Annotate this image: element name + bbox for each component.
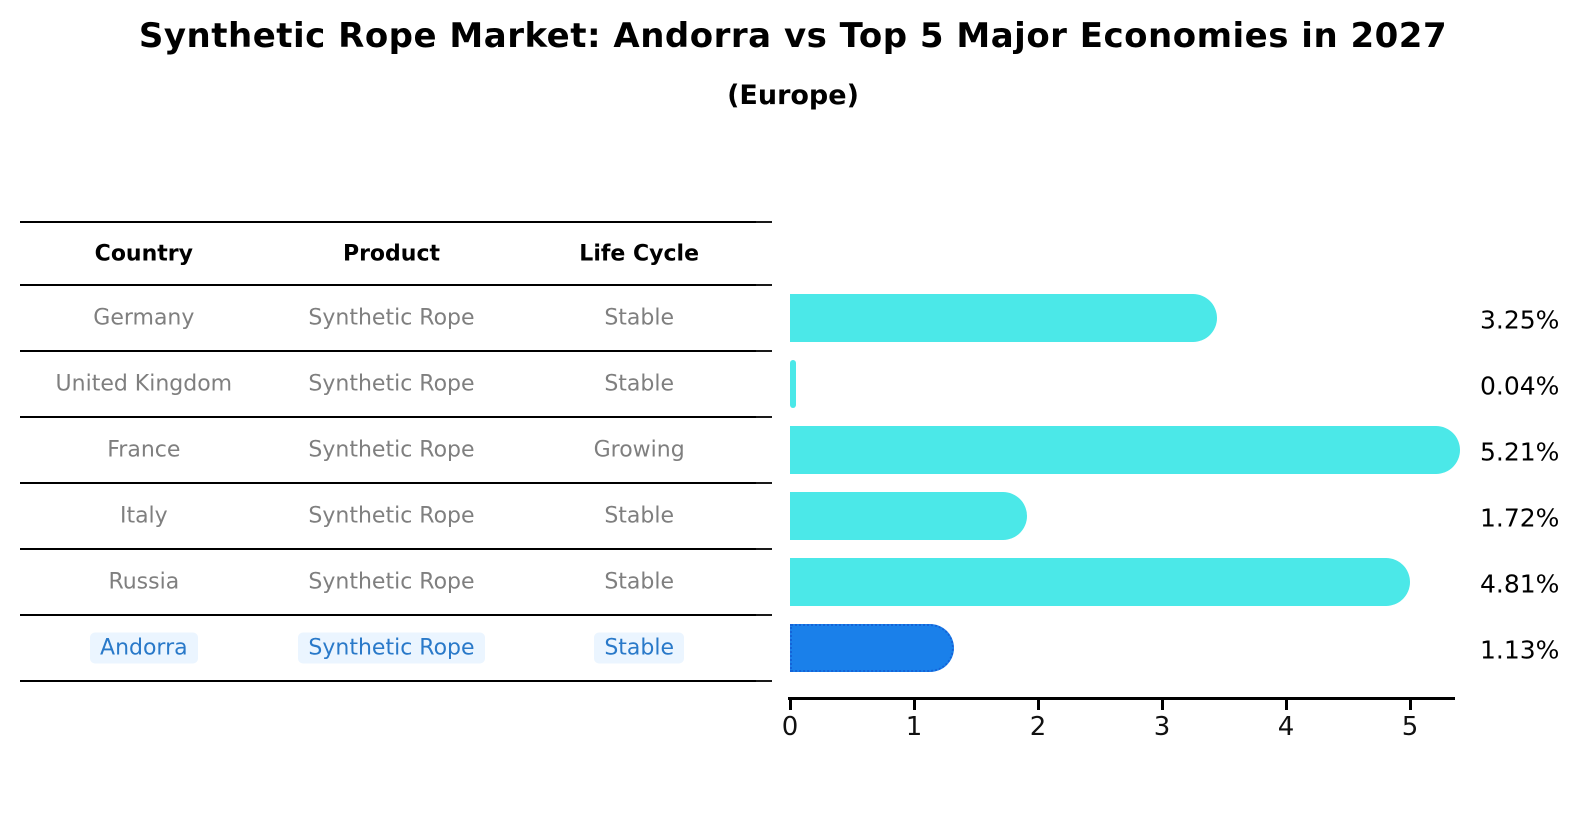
table-cell-life-cycle: Growing xyxy=(515,435,763,466)
table-grid-line xyxy=(20,614,763,616)
table-grid-line xyxy=(20,680,763,682)
bar-andorra xyxy=(790,624,955,672)
table-cell-text: Synthetic Rope xyxy=(308,371,475,397)
table-cell-life-cycle: Stable xyxy=(515,501,763,532)
value-label: 5.21% xyxy=(1480,437,1560,467)
x-axis-tick-label: 5 xyxy=(1401,712,1419,742)
table-cell-text: Synthetic Rope xyxy=(308,305,475,331)
table-grid-line xyxy=(20,350,763,352)
table-cell-text: Stable xyxy=(604,371,674,397)
x-axis-tick xyxy=(789,700,792,710)
table-cell-text: Synthetic Rope xyxy=(298,632,485,664)
y-axis-tick xyxy=(756,680,772,682)
chart-title: Synthetic Rope Market: Andorra vs Top 5 … xyxy=(138,16,1448,56)
value-label: 0.04% xyxy=(1480,371,1560,401)
table-cell-text: France xyxy=(107,437,181,463)
table-grid-line xyxy=(20,416,763,418)
table-cell-country: Germany xyxy=(20,303,268,334)
y-axis-tick xyxy=(756,614,772,616)
value-label: 1.72% xyxy=(1480,503,1560,533)
table-cell-life-cycle: Stable xyxy=(515,567,763,598)
table-cell-country: France xyxy=(20,435,268,466)
table-cell-product: Synthetic Rope xyxy=(268,567,516,598)
table-cell-text: Andorra xyxy=(90,632,198,664)
table-grid-line xyxy=(20,482,763,484)
table-cell-product: Synthetic Rope xyxy=(268,435,516,466)
table-cell-product: Synthetic Rope xyxy=(268,632,516,664)
table-cell-life-cycle: Stable xyxy=(515,632,763,664)
table-cell-country: United Kingdom xyxy=(20,369,268,400)
y-axis-tick xyxy=(756,416,772,418)
x-axis-tick xyxy=(1285,700,1288,710)
table-cell-text: Synthetic Rope xyxy=(308,569,475,595)
x-axis-line xyxy=(788,697,1455,700)
table-cell-text: Stable xyxy=(604,569,674,595)
table-cell-country: Italy xyxy=(20,501,268,532)
y-axis-tick xyxy=(756,350,772,352)
table-grid-line xyxy=(20,221,763,223)
column-header-product: Product xyxy=(342,241,441,266)
table-cell-product: Synthetic Rope xyxy=(268,369,516,400)
chart-subtitle: (Europe) xyxy=(727,80,859,111)
table-grid-line xyxy=(20,284,763,286)
column-header-country: Country xyxy=(94,241,193,266)
table-cell-country: Andorra xyxy=(20,632,268,664)
table-cell-text: Germany xyxy=(93,305,195,331)
table-cell-text: Italy xyxy=(119,503,168,529)
y-axis-tick xyxy=(756,548,772,550)
x-axis-tick-label: 3 xyxy=(1153,712,1171,742)
bar-united-kingdom xyxy=(790,360,796,408)
column-header-life-cycle: Life Cycle xyxy=(579,241,699,266)
table-cell-text: Growing xyxy=(593,437,685,463)
value-label: 3.25% xyxy=(1480,305,1560,335)
x-axis-tick xyxy=(1161,700,1164,710)
table-cell-life-cycle: Stable xyxy=(515,303,763,334)
table-cell-text: Synthetic Rope xyxy=(308,437,475,463)
value-label: 4.81% xyxy=(1480,569,1560,599)
y-axis-tick xyxy=(756,284,772,286)
x-axis-tick-label: 4 xyxy=(1277,712,1295,742)
table-cell-text: Stable xyxy=(604,305,674,331)
bar-italy xyxy=(790,492,1028,540)
x-axis-tick xyxy=(913,700,916,710)
x-axis-tick-label: 0 xyxy=(781,712,799,742)
table-cell-text: United Kingdom xyxy=(55,371,233,397)
bar-russia xyxy=(790,558,1411,606)
x-axis-tick-label: 2 xyxy=(1029,712,1047,742)
value-label: 1.13% xyxy=(1480,635,1560,665)
table-grid-line xyxy=(20,548,763,550)
x-axis-tick-label: 1 xyxy=(905,712,923,742)
table-cell-text: Synthetic Rope xyxy=(308,503,475,529)
table-cell-text: Russia xyxy=(108,569,180,595)
table-cell-text: Stable xyxy=(604,503,674,529)
y-axis-tick xyxy=(756,221,772,223)
table-cell-country: Russia xyxy=(20,567,268,598)
bar-france xyxy=(790,426,1461,474)
y-axis-tick xyxy=(756,482,772,484)
table-cell-product: Synthetic Rope xyxy=(268,303,516,334)
table-cell-life-cycle: Stable xyxy=(515,369,763,400)
x-axis-tick xyxy=(1037,700,1040,710)
table-cell-product: Synthetic Rope xyxy=(268,501,516,532)
table-cell-text: Stable xyxy=(594,632,684,664)
bar-germany xyxy=(790,294,1217,342)
x-axis-tick xyxy=(1409,700,1412,710)
